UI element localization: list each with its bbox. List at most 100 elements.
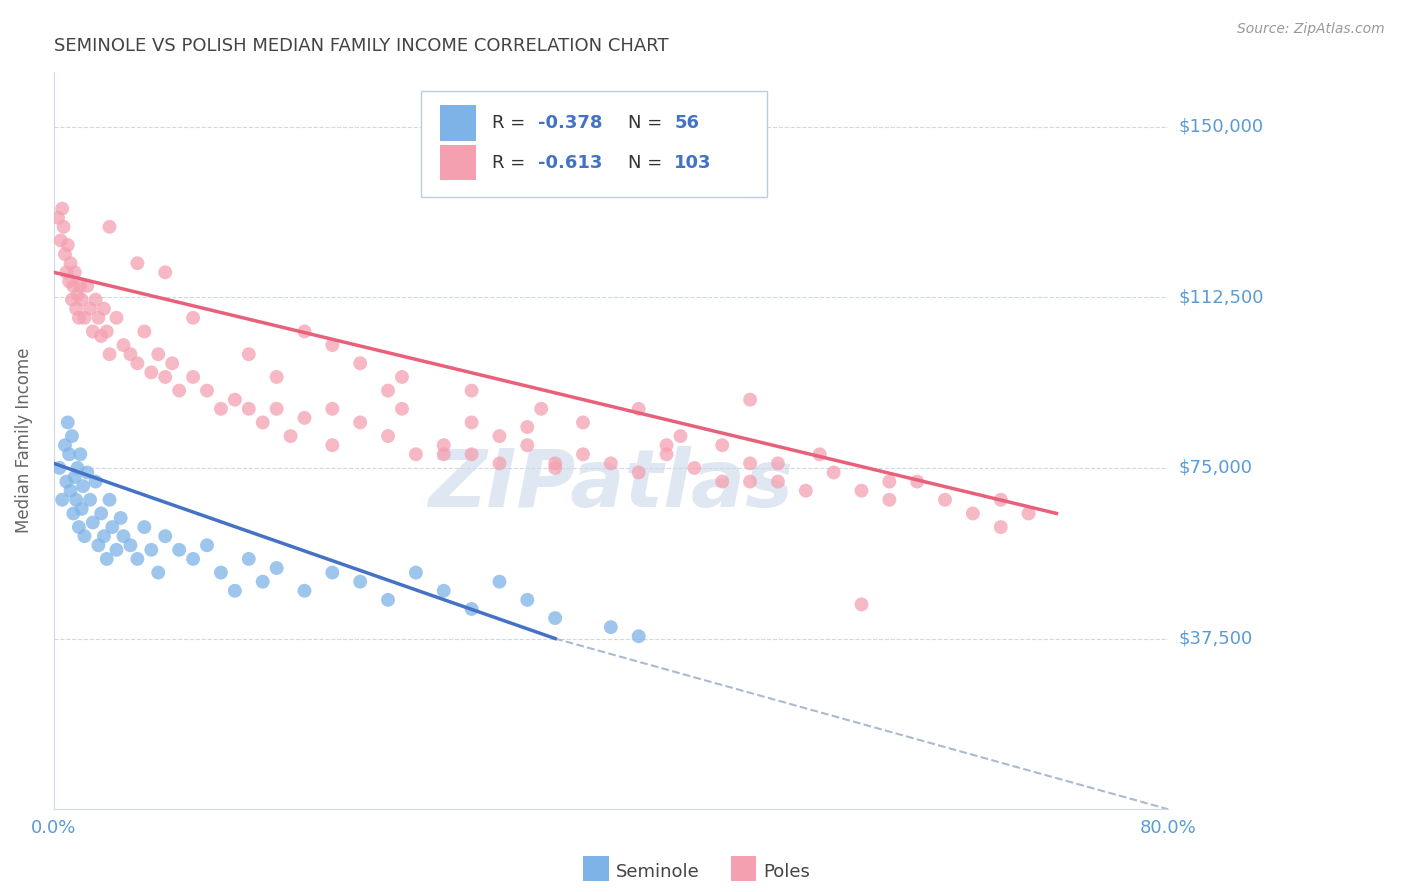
Point [879,492,901,507]
Point [460,447,482,461]
Text: $150,000: $150,000 [1180,118,1264,136]
Point [405,566,427,580]
Point [266,401,288,416]
Point [59,256,82,270]
Point [738,392,761,407]
Point [101,520,124,534]
Point [851,483,873,498]
Point [766,475,789,489]
Point [738,456,761,470]
Point [56,416,79,430]
Point [823,466,845,480]
Text: R =: R = [492,114,530,132]
Point [87,538,110,552]
Point [167,542,190,557]
Point [105,542,128,557]
Point [60,293,83,307]
Point [238,552,260,566]
Point [224,392,246,407]
Point [377,592,399,607]
Point [73,310,96,325]
Point [96,325,118,339]
Point [572,416,595,430]
Text: 103: 103 [675,153,711,172]
Point [58,447,80,461]
Point [82,516,104,530]
Point [93,301,115,316]
Point [93,529,115,543]
Point [84,293,107,307]
Point [55,475,77,489]
Point [266,370,288,384]
Point [67,310,90,325]
Point [349,416,371,430]
Point [67,520,90,534]
Point [181,310,204,325]
Point [195,384,218,398]
Point [112,529,135,543]
Point [46,211,69,225]
Point [321,338,343,352]
Point [224,583,246,598]
Point [76,279,98,293]
Point [794,483,817,498]
Y-axis label: Median Family Income: Median Family Income [15,348,32,533]
Point [405,447,427,461]
Point [58,274,80,288]
Point [79,492,101,507]
Point [155,265,177,279]
Point [1018,507,1040,521]
Point [349,356,371,370]
Point [544,461,567,475]
Point [433,438,456,452]
Point [70,293,93,307]
Point [98,492,121,507]
Point [599,620,621,634]
Point [962,507,984,521]
Point [160,356,183,370]
Point [90,329,112,343]
Point [377,429,399,443]
Point [572,447,595,461]
Point [460,384,482,398]
Text: SEMINOLE VS POLISH MEDIAN FAMILY INCOME CORRELATION CHART: SEMINOLE VS POLISH MEDIAN FAMILY INCOME … [53,37,668,55]
Point [120,538,142,552]
Point [59,483,82,498]
Text: $75,000: $75,000 [1180,458,1253,477]
Point [391,370,413,384]
Point [488,456,510,470]
FancyBboxPatch shape [440,145,477,180]
Text: -0.378: -0.378 [538,114,603,132]
Point [65,301,87,316]
Point [627,466,650,480]
Text: -0.613: -0.613 [538,153,603,172]
Point [167,384,190,398]
Point [738,475,761,489]
Point [53,438,76,452]
Point [252,416,274,430]
Point [377,384,399,398]
Point [655,438,678,452]
Text: ZIPatlas: ZIPatlas [429,446,793,524]
Point [120,347,142,361]
Point [655,447,678,461]
Point [879,475,901,489]
Point [148,347,170,361]
Point [110,511,132,525]
Point [516,592,538,607]
Point [49,234,72,248]
Text: $112,500: $112,500 [1180,288,1264,306]
Point [711,438,734,452]
Point [155,370,177,384]
Point [72,479,94,493]
Point [990,520,1012,534]
Point [516,438,538,452]
Point [65,492,87,507]
Point [134,325,156,339]
Point [181,552,204,566]
Point [905,475,928,489]
Point [266,561,288,575]
Point [544,611,567,625]
Point [209,566,232,580]
Point [69,447,91,461]
